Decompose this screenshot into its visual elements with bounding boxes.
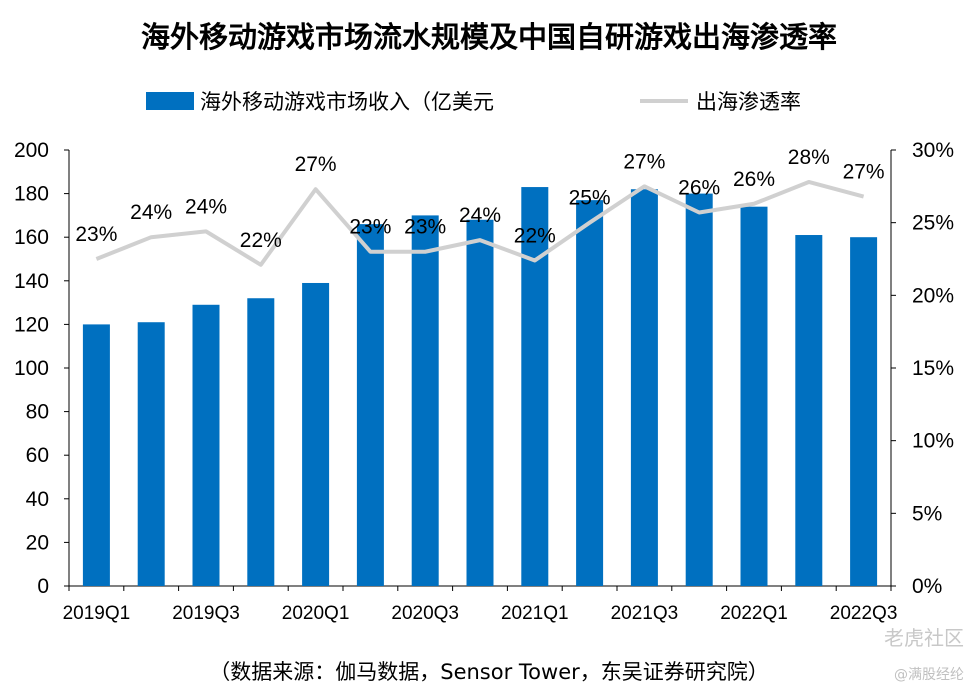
penetration-data-label: 24% [459,204,501,227]
legend-line-swatch [640,99,688,103]
penetration-data-label: 22% [240,229,282,252]
bar [685,193,713,586]
bar [302,282,330,586]
y-left-tick-label: 40 [26,488,49,511]
y-left-tick-label: 100 [14,357,49,380]
legend-item-revenue: 海外移动游戏市场收入（亿美元 [146,86,494,116]
y-right-tick-label: 20% [912,284,954,307]
x-tick-label: 2021Q1 [501,603,569,624]
penetration-data-label: 23% [349,216,391,239]
watermark-brand: 老虎社区 [884,626,964,650]
penetration-data-label: 25% [569,187,611,210]
penetration-data-label: 28% [788,146,830,169]
y-left-tick-label: 160 [14,226,49,249]
legend-item-penetration: 出海渗透率 [640,86,801,116]
y-right-tick-label: 10% [912,430,954,453]
bar [137,322,165,586]
bar [466,219,494,586]
source-note: （数据来源：伽马数据，Sensor Tower，东吴证券研究院） [209,660,769,684]
bar [192,304,220,586]
penetration-data-label: 22% [514,224,556,247]
penetration-data-label: 26% [678,176,720,199]
bar [795,235,823,586]
y-right-tick-label: 30% [912,139,954,162]
bar [247,298,275,586]
y-right-tick-label: 0% [912,575,942,598]
bar [82,324,110,586]
chart-title: 海外移动游戏市场流水规模及中国自研游戏出海渗透率 [140,20,837,54]
bar [850,237,878,586]
y-left-tick-label: 0 [37,575,49,598]
penetration-data-label: 26% [733,168,775,191]
y-left-tick-label: 80 [26,401,49,424]
x-tick-label: 2022Q3 [830,603,898,624]
bar [630,189,658,587]
x-tick-label: 2019Q1 [63,603,131,624]
penetration-line [95,179,865,267]
bar [576,200,604,586]
y-right-tick-label: 15% [912,357,954,380]
x-tick-label: 2022Q1 [720,603,788,624]
y-left-tick-label: 60 [26,444,49,467]
y-left-tick-label: 20 [26,531,49,554]
chart-legend: 海外移动游戏市场收入（亿美元 出海渗透率 [0,86,978,116]
bar [740,206,768,586]
x-tick-label: 2021Q3 [611,603,679,624]
penetration-data-label: 23% [75,223,117,246]
y-right-tick-label: 25% [912,212,954,235]
penetration-data-label: 24% [130,201,172,224]
y-left-tick-label: 200 [14,139,49,162]
penetration-data-label: 24% [185,195,227,218]
penetration-data-label: 27% [295,153,337,176]
penetration-data-label: 27% [623,150,665,173]
y-left-tick-label: 120 [14,313,49,336]
y-right-tick-label: 5% [912,502,942,525]
penetration-data-label: 23% [404,216,446,239]
bar [411,215,439,586]
x-tick-label: 2020Q1 [282,603,350,624]
combo-chart: 0 20 40 60 80 100 120 140 160 180 200 0% 5% 10% 15% 20%… [14,139,954,624]
bar [356,224,384,586]
penetration-data-label: 27% [843,161,885,184]
x-tick-label: 2020Q3 [391,603,459,624]
y-left-tick-label: 180 [14,183,49,206]
legend-penetration-label: 出海渗透率 [696,90,801,114]
y-left-tick-label: 140 [14,270,49,293]
legend-revenue-label: 海外移动游戏市场收入（亿美元 [200,90,494,114]
x-tick-label: 2019Q3 [172,603,240,624]
legend-bar-swatch [146,92,194,110]
watermark-user: @满股经纶 [894,667,964,683]
